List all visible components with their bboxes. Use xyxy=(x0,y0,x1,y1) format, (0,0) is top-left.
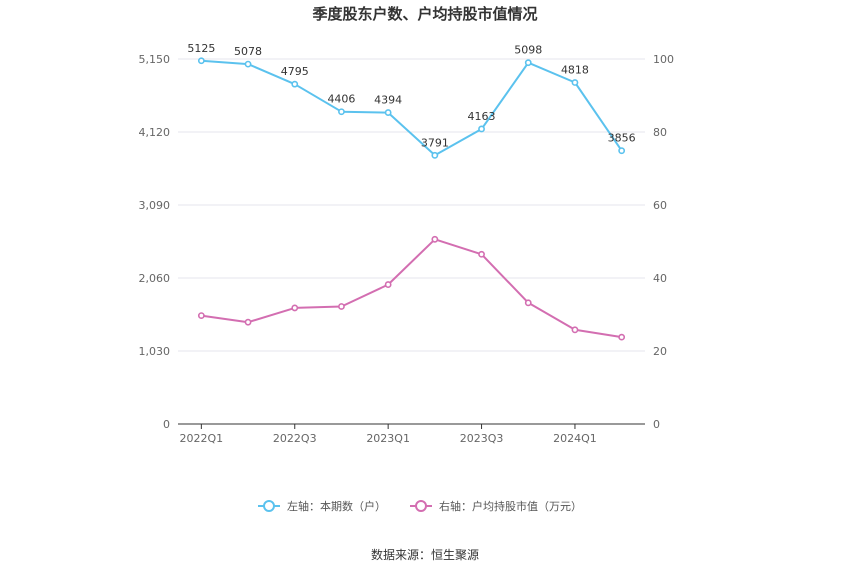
y-right-tick-label: 20 xyxy=(653,345,667,358)
data-point xyxy=(431,235,439,243)
x-tick-label: 2023Q3 xyxy=(460,432,504,445)
data-point xyxy=(478,125,485,133)
legend-swatch-marker xyxy=(415,500,427,512)
y-right-tick-label: 80 xyxy=(653,126,667,139)
data-point xyxy=(244,318,252,326)
y-right-tick-label: 0 xyxy=(653,418,660,431)
data-label: 5125 xyxy=(187,42,215,55)
data-point xyxy=(618,147,626,155)
chart-title: 季度股东户数、户均持股市值情况 xyxy=(312,5,537,23)
data-labels: 5125 5078 4795 4406 4394 3791 4163 5098 4818 3856 xyxy=(187,42,635,150)
series-line-1 xyxy=(201,238,622,339)
data-label: 4406 xyxy=(327,93,355,106)
data-label: 5098 xyxy=(514,44,542,57)
x-tick-label: 2022Q3 xyxy=(273,432,317,445)
data-label: 4394 xyxy=(374,94,402,107)
legend-label: 左轴：本期数（户） xyxy=(287,499,386,513)
data-point xyxy=(431,151,439,159)
data-point xyxy=(384,281,392,288)
legend-label: 右轴：户均持股市值（万元） xyxy=(439,499,582,513)
data-label: 4818 xyxy=(561,64,589,77)
legend[interactable]: 左轴：本期数（户） 右轴：户均持股市值（万元） xyxy=(258,499,582,513)
y-left-tick-label: 4,120 xyxy=(139,126,171,139)
series-line-0 xyxy=(201,59,623,157)
legend-swatch-marker xyxy=(263,500,275,512)
data-label: 5078 xyxy=(234,45,262,58)
data-point xyxy=(291,304,299,312)
y-right-tick-label: 60 xyxy=(653,199,667,212)
data-label: 3791 xyxy=(421,136,449,149)
data-label: 4163 xyxy=(468,110,496,123)
data-point xyxy=(478,250,485,258)
x-tick-label: 2022Q1 xyxy=(180,432,224,445)
source-note: 数据来源：恒生聚源 xyxy=(371,547,479,562)
y-left-tick-label: 3,090 xyxy=(139,199,171,212)
data-point xyxy=(524,299,532,307)
legend-item-1[interactable]: 右轴：户均持股市值（万元） xyxy=(410,499,582,513)
y-right-tick-label: 40 xyxy=(653,272,667,285)
x-tick-label: 2024Q1 xyxy=(553,432,597,445)
data-point xyxy=(338,303,345,310)
legend-item-0[interactable]: 左轴：本期数（户） xyxy=(258,499,386,513)
data-point xyxy=(197,57,205,65)
x-tick-label: 2023Q1 xyxy=(366,432,410,445)
data-label: 4795 xyxy=(281,65,309,78)
data-point xyxy=(338,108,345,116)
data-point xyxy=(244,60,252,68)
data-point xyxy=(571,326,579,334)
series-group xyxy=(197,57,626,341)
y-right-tick-label: 100 xyxy=(653,53,674,66)
grid xyxy=(178,58,645,352)
y-left-tick-label: 5,150 xyxy=(139,53,171,66)
data-point xyxy=(197,312,205,319)
y-left-tick-label: 2,060 xyxy=(139,272,171,285)
data-point xyxy=(571,79,579,86)
data-label: 3856 xyxy=(608,132,636,145)
data-point xyxy=(524,59,532,67)
data-point xyxy=(618,333,626,341)
y-left-tick-label: 0 xyxy=(163,418,170,431)
y-left-tick-label: 1,030 xyxy=(139,345,171,358)
data-point xyxy=(291,80,299,88)
axes: 0 1,030 2,060 3,090 4,120 5,150 0 20 40 60 80 100 20… xyxy=(139,53,675,445)
data-point xyxy=(384,109,392,116)
